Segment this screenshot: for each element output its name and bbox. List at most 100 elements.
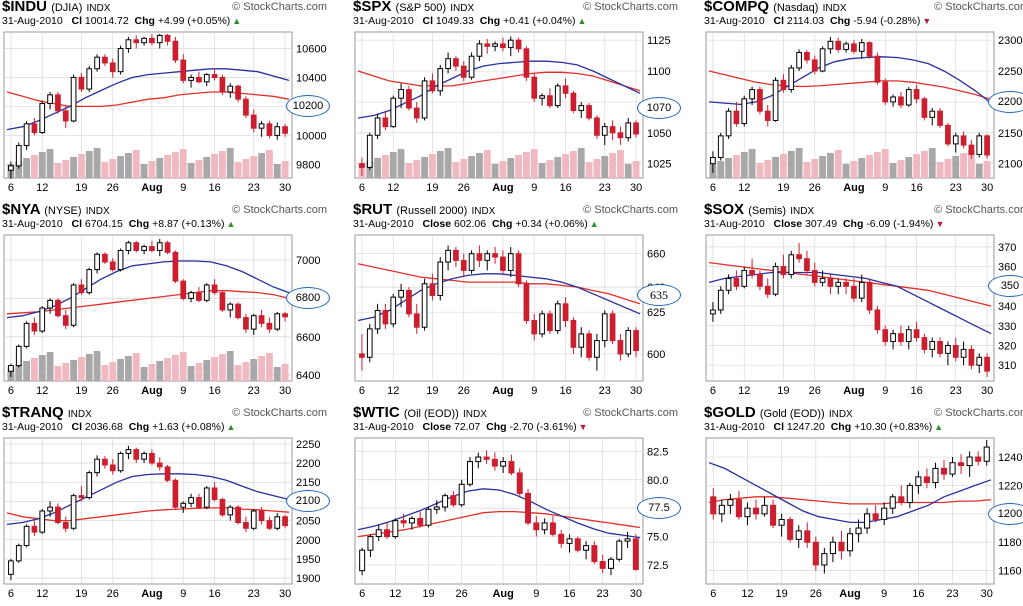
volume-bar bbox=[429, 154, 436, 178]
symbol-name: (Oil (EOD)) bbox=[403, 408, 459, 420]
x-tick-label: 26 bbox=[458, 182, 470, 194]
candle bbox=[864, 508, 871, 534]
volume-bar bbox=[546, 160, 554, 178]
candle bbox=[196, 286, 202, 303]
x-tick-label: Aug bbox=[141, 588, 162, 600]
close-label: Close bbox=[773, 218, 803, 230]
candle bbox=[180, 279, 187, 301]
candle bbox=[117, 45, 124, 75]
candle bbox=[858, 38, 865, 59]
chart-symbol: $GOLD (Gold (EOD)) INDX bbox=[704, 404, 853, 421]
candle bbox=[617, 333, 624, 361]
volume-bar bbox=[827, 153, 834, 178]
volume-bar bbox=[226, 351, 234, 381]
close-label: Cl bbox=[422, 15, 433, 27]
candle bbox=[819, 46, 826, 73]
candle bbox=[940, 459, 948, 480]
x-tick-label: Aug bbox=[141, 385, 162, 397]
volume-bar bbox=[156, 361, 164, 381]
candle bbox=[47, 91, 53, 110]
candle bbox=[70, 74, 77, 123]
candle bbox=[55, 91, 61, 114]
y-tick-label: 1025 bbox=[647, 159, 671, 171]
candle bbox=[359, 333, 365, 371]
x-tick-label: 26 bbox=[107, 588, 119, 600]
candle bbox=[727, 493, 734, 514]
candle bbox=[243, 516, 249, 533]
volume-bar bbox=[250, 156, 258, 178]
volume-bar bbox=[219, 151, 226, 178]
x-tick-label: 30 bbox=[981, 588, 993, 600]
volume-bar bbox=[468, 156, 475, 178]
x-tick-label: 6 bbox=[359, 588, 365, 600]
candle bbox=[500, 250, 506, 274]
candle bbox=[39, 100, 46, 134]
candle bbox=[172, 478, 179, 510]
candle bbox=[468, 52, 475, 80]
y-tick-label: 1220 bbox=[998, 480, 1022, 492]
candle bbox=[408, 516, 415, 530]
x-tick-label: Aug bbox=[492, 182, 513, 194]
volume-bar bbox=[250, 359, 258, 381]
candle bbox=[429, 273, 436, 301]
moving-average-slow bbox=[6, 507, 290, 522]
volume-bar bbox=[944, 159, 952, 178]
volume-bar bbox=[795, 148, 803, 178]
volume-bar bbox=[211, 154, 218, 178]
volume-bar bbox=[928, 148, 936, 178]
volume-bar bbox=[740, 152, 748, 178]
watermark: © StockCharts.com bbox=[583, 407, 678, 419]
candle bbox=[838, 530, 845, 560]
candle bbox=[188, 290, 194, 303]
candle bbox=[491, 452, 498, 471]
volume-bar bbox=[266, 353, 273, 381]
candle bbox=[23, 120, 30, 150]
candle bbox=[274, 512, 281, 531]
x-tick-label: 26 bbox=[809, 182, 821, 194]
volume-bar bbox=[93, 351, 101, 381]
volume-bar bbox=[195, 160, 203, 178]
x-tick-label: 9 bbox=[882, 385, 888, 397]
volume-bar bbox=[819, 156, 826, 178]
candle bbox=[492, 247, 498, 264]
volume-bar bbox=[382, 155, 389, 178]
y-tick-label: 1950 bbox=[296, 554, 320, 566]
candle bbox=[507, 36, 514, 57]
candle bbox=[929, 337, 936, 358]
quote-date: 31-Aug-2010 bbox=[704, 15, 765, 27]
y-tick-label: 6400 bbox=[296, 370, 320, 382]
volume-bar bbox=[936, 162, 944, 178]
candle bbox=[227, 302, 234, 318]
watermark: © StockCharts.com bbox=[583, 1, 678, 13]
close-label: Close bbox=[422, 218, 452, 230]
candle bbox=[359, 157, 365, 176]
x-tick-label: 16 bbox=[910, 385, 922, 397]
volume-bar bbox=[866, 155, 873, 178]
candle bbox=[921, 333, 928, 354]
x-tick-label: 16 bbox=[559, 385, 571, 397]
y-tick-label: 10400 bbox=[296, 72, 327, 84]
candle bbox=[390, 95, 397, 128]
candle bbox=[882, 78, 889, 105]
volume-bar bbox=[374, 158, 381, 178]
candle bbox=[47, 501, 53, 517]
symbol-text: $COMPQ bbox=[704, 0, 770, 15]
candle bbox=[149, 449, 155, 465]
candle bbox=[976, 132, 983, 158]
volume-bar bbox=[140, 164, 148, 178]
y-tick-label: 625 bbox=[647, 307, 665, 319]
volume-bar bbox=[748, 149, 756, 178]
circled-price-annotation: 635 bbox=[637, 284, 681, 307]
candle bbox=[109, 258, 116, 272]
exchange: INDX bbox=[67, 409, 92, 420]
x-tick-label: Aug bbox=[843, 385, 864, 397]
x-tick-label: 9 bbox=[882, 182, 888, 194]
chg-label: Chg bbox=[128, 421, 150, 433]
volume-bar bbox=[983, 161, 991, 178]
candle bbox=[554, 83, 561, 109]
candle bbox=[562, 78, 569, 99]
candle bbox=[282, 311, 288, 322]
triangle-up-icon: ▲ bbox=[226, 422, 236, 432]
chart-area: 6121926Aug916233011251100107510501025 bbox=[354, 31, 671, 194]
candle bbox=[523, 280, 530, 324]
